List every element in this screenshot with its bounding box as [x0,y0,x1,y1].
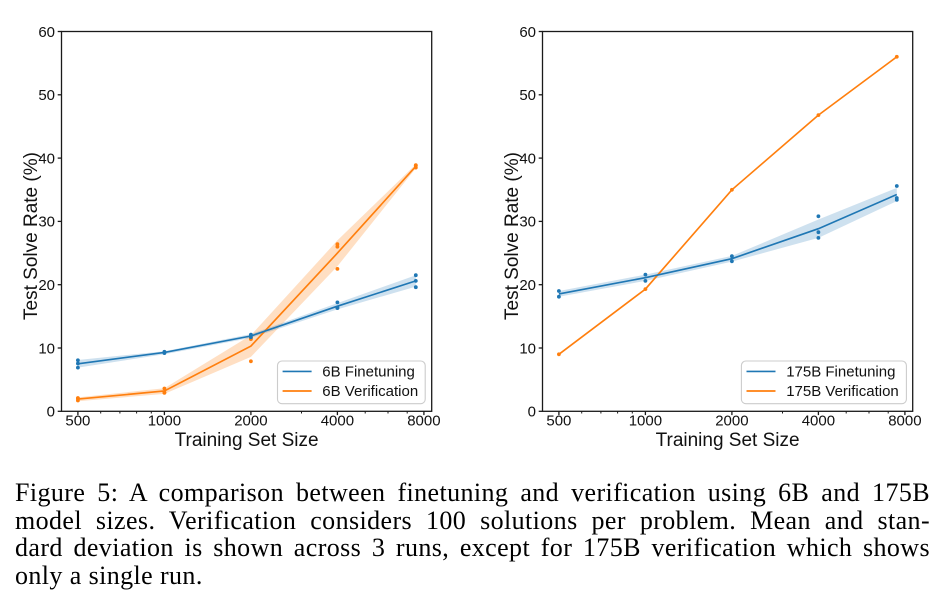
svg-text:8000: 8000 [888,413,921,430]
svg-text:10: 10 [38,340,55,357]
svg-text:6B Verification: 6B Verification [322,383,418,400]
svg-text:50: 50 [38,87,55,104]
svg-text:10: 10 [519,340,536,357]
svg-text:60: 60 [38,24,55,41]
svg-text:Test Solve Rate (%): Test Solve Rate (%) [21,152,42,320]
svg-text:500: 500 [546,413,571,430]
svg-text:Training Set Size: Training Set Size [656,430,800,451]
svg-text:0: 0 [47,404,55,421]
svg-text:0: 0 [528,404,536,421]
svg-text:Training Set Size: Training Set Size [175,430,319,451]
svg-text:175B Verification: 175B Verification [786,383,899,400]
svg-text:8000: 8000 [407,413,440,430]
svg-text:30: 30 [38,214,55,231]
svg-text:20: 20 [519,277,536,294]
svg-text:6B Finetuning: 6B Finetuning [322,364,415,381]
svg-text:40: 40 [38,150,55,167]
svg-text:2000: 2000 [715,413,748,430]
svg-text:500: 500 [65,413,90,430]
svg-text:1000: 1000 [148,413,181,430]
svg-text:60: 60 [519,24,536,41]
svg-text:20: 20 [38,277,55,294]
svg-text:1000: 1000 [629,413,662,430]
svg-text:50: 50 [519,87,536,104]
svg-text:40: 40 [519,150,536,167]
svg-text:4000: 4000 [802,413,835,430]
svg-text:Test Solve Rate (%): Test Solve Rate (%) [502,152,523,320]
svg-text:4000: 4000 [321,413,354,430]
svg-text:2000: 2000 [234,413,267,430]
svg-text:30: 30 [519,214,536,231]
svg-text:175B Finetuning: 175B Finetuning [786,364,895,381]
